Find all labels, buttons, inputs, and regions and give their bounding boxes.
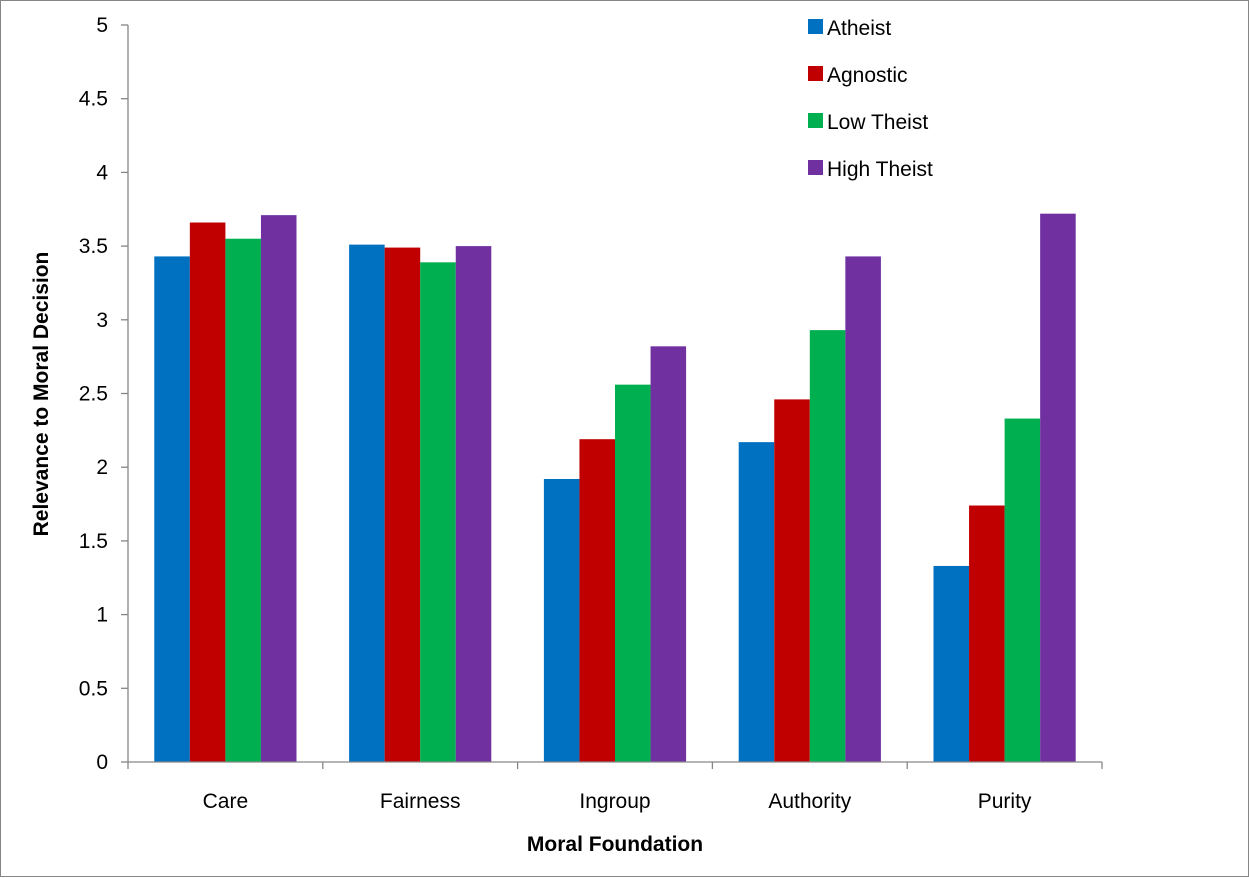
bar-low-theist bbox=[809, 330, 846, 762]
legend-swatch bbox=[808, 113, 823, 128]
y-tick-label: 1 bbox=[96, 604, 108, 627]
bar-atheist bbox=[349, 244, 385, 763]
bar-agnostic bbox=[189, 222, 226, 763]
y-axis-title: Relevance to Moral Decision bbox=[30, 252, 53, 537]
bar-atheist bbox=[543, 478, 580, 762]
bar-high-theist bbox=[260, 215, 297, 762]
bar-atheist bbox=[738, 442, 775, 762]
y-tick-label: 3.5 bbox=[79, 235, 108, 258]
ticks-layer: 0 0.5 1 1.5 2 2.5 3 3.5 4 4.5 5 Care Fairness Ingroup… bbox=[79, 14, 1103, 813]
y-tick-label: 4.5 bbox=[79, 88, 108, 111]
bar-low-theist bbox=[225, 238, 261, 763]
bar-high-theist bbox=[455, 246, 492, 763]
bar-atheist bbox=[933, 565, 970, 762]
bar-high-theist bbox=[1040, 213, 1076, 762]
y-tick-label: 5 bbox=[96, 14, 108, 37]
legend-label: Low Theist bbox=[827, 111, 928, 134]
bar-high-theist bbox=[650, 346, 687, 762]
y-tick-label: 0.5 bbox=[79, 677, 108, 700]
legend-label: Atheist bbox=[827, 17, 891, 40]
x-tick-label: Authority bbox=[768, 790, 851, 813]
y-tick-label: 1.5 bbox=[79, 530, 108, 553]
y-tick-label: 0 bbox=[96, 751, 108, 774]
y-tick-label: 2.5 bbox=[79, 383, 108, 406]
x-tick-label: Care bbox=[203, 790, 249, 813]
bar-agnostic bbox=[969, 505, 1005, 762]
legend-swatch bbox=[808, 19, 823, 34]
x-tick-label: Ingroup bbox=[579, 790, 650, 813]
legend-swatch bbox=[808, 66, 823, 81]
y-tick-label: 2 bbox=[96, 456, 108, 479]
x-axis-title: Moral Foundation bbox=[527, 833, 703, 856]
x-tick-label: Purity bbox=[978, 790, 1032, 813]
y-tick-label: 4 bbox=[96, 161, 108, 184]
bar-agnostic bbox=[774, 399, 810, 762]
legend-label: High Theist bbox=[827, 158, 933, 181]
bar-atheist bbox=[154, 256, 190, 762]
bar-low-theist bbox=[420, 262, 456, 762]
bar-agnostic bbox=[384, 247, 421, 763]
bars-layer bbox=[154, 213, 1076, 763]
bar-high-theist bbox=[845, 256, 881, 762]
bar-low-theist bbox=[615, 384, 651, 762]
legend: Atheist Agnostic Low Theist High Theist bbox=[808, 17, 933, 181]
legend-swatch bbox=[808, 160, 823, 175]
x-tick-label: Fairness bbox=[380, 790, 461, 813]
bar-low-theist bbox=[1004, 418, 1041, 762]
bar-agnostic bbox=[579, 439, 615, 762]
legend-label: Agnostic bbox=[827, 64, 908, 87]
y-tick-label: 3 bbox=[96, 309, 108, 332]
